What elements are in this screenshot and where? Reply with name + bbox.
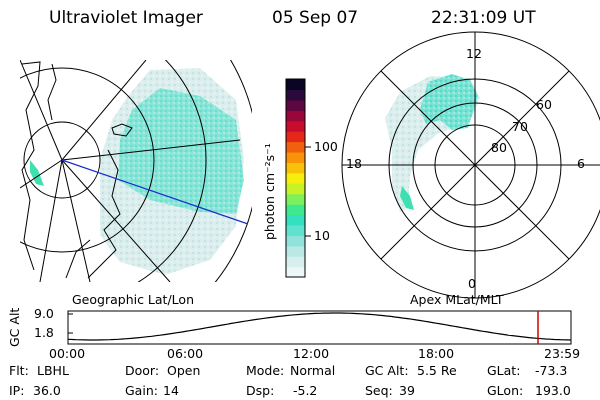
footer-flt-value: LBHL bbox=[37, 363, 69, 378]
colorbar-segment bbox=[286, 110, 305, 122]
coastline bbox=[21, 61, 133, 279]
altitude-strip bbox=[67, 310, 572, 345]
altitude-ytick-low: 1.8 bbox=[34, 325, 54, 340]
colorbar-segment bbox=[286, 162, 305, 174]
mlt-label-0: 0 bbox=[468, 276, 476, 291]
uv-emission-band bbox=[118, 88, 244, 214]
uv-emission-spot bbox=[30, 160, 44, 186]
footer-dsp-value: -5.2 bbox=[293, 383, 318, 398]
polar-aurora-spot bbox=[400, 186, 414, 210]
footer-ip-label: IP: bbox=[9, 383, 25, 398]
mlt-label-18: 18 bbox=[346, 156, 362, 171]
geographic-map bbox=[20, 60, 252, 282]
geographic-panel-label: Geographic Lat/Lon bbox=[72, 292, 194, 307]
footer-mode-label: Mode: bbox=[246, 363, 285, 378]
colorbar-segment bbox=[286, 141, 305, 153]
colorbar-segment bbox=[286, 256, 305, 268]
footer-dsp-label: Dsp: bbox=[246, 383, 275, 398]
footer-glon-value: 193.0 bbox=[535, 383, 571, 398]
footer-seq-label: Seq: bbox=[365, 383, 393, 398]
colorbar-segment bbox=[286, 235, 305, 247]
altitude-xtick-1200: 12:00 bbox=[293, 346, 330, 361]
footer-glon-label: GLon: bbox=[487, 383, 524, 398]
footer-gcalt-value: 5.5 Re bbox=[417, 363, 457, 378]
colorbar-segment bbox=[286, 224, 305, 236]
colorbar-unit-label: photon cm⁻²s⁻¹ bbox=[262, 143, 277, 240]
lat-label-80: 80 bbox=[491, 140, 507, 155]
altitude-xtick-0000: 00:00 bbox=[49, 346, 86, 361]
instrument-title: Ultraviolet Imager bbox=[49, 8, 203, 28]
colorbar-segment bbox=[286, 214, 305, 226]
date-label: 05 Sep 07 bbox=[272, 8, 359, 28]
altitude-xtick-0600: 06:00 bbox=[167, 346, 204, 361]
colorbar-segment bbox=[286, 99, 305, 111]
altitude-ylabel: GC Alt bbox=[7, 307, 22, 347]
altitude-xtick-2359: 23:59 bbox=[544, 346, 581, 361]
time-label: 22:31:09 UT bbox=[431, 8, 536, 28]
polar-panel-label: Apex MLat/MLT bbox=[410, 292, 504, 307]
footer-door-value: Open bbox=[167, 363, 201, 378]
footer-door-label: Door: bbox=[125, 363, 160, 378]
footer-mode-value: Normal bbox=[290, 363, 336, 378]
colorbar-segment bbox=[286, 245, 305, 257]
colorbar-segment bbox=[286, 172, 305, 184]
footer-glat-value: -73.3 bbox=[535, 363, 568, 378]
lat-label-60: 60 bbox=[536, 97, 552, 112]
footer-seq-value: 39 bbox=[399, 383, 415, 398]
polar-plot bbox=[341, 31, 600, 299]
altitude-curve bbox=[68, 312, 571, 341]
colorbar-tick-100: 100 bbox=[314, 139, 338, 154]
colorbar-segment bbox=[286, 193, 305, 205]
footer-flt-label: Flt: bbox=[9, 363, 29, 378]
footer-gain-value: 14 bbox=[163, 383, 179, 398]
footer-gcalt-label: GC Alt: bbox=[365, 363, 409, 378]
colorbar-tick-10: 10 bbox=[314, 228, 330, 243]
footer-glat-label: GLat: bbox=[487, 363, 521, 378]
colorbar-segment bbox=[286, 131, 305, 143]
colorbar-segment bbox=[286, 204, 305, 216]
mlt-label-6: 6 bbox=[577, 156, 585, 171]
mlt-label-12: 12 bbox=[466, 46, 482, 61]
altitude-xtick-1800: 18:00 bbox=[418, 346, 455, 361]
colorbar-segment bbox=[286, 120, 305, 132]
footer-gain-label: Gain: bbox=[125, 383, 158, 398]
colorbar-segment bbox=[286, 89, 305, 101]
lat-label-70: 70 bbox=[512, 119, 528, 134]
colorbar bbox=[286, 79, 305, 278]
footer-ip-value: 36.0 bbox=[33, 383, 61, 398]
colorbar-segment bbox=[286, 79, 305, 91]
polar-aurora-oval bbox=[420, 74, 478, 130]
colorbar-segment bbox=[286, 266, 305, 278]
satellite-track bbox=[61, 159, 249, 225]
altitude-ytick-high: 9.0 bbox=[34, 306, 54, 321]
colorbar-segment bbox=[286, 183, 305, 195]
colorbar-segment bbox=[286, 151, 305, 163]
